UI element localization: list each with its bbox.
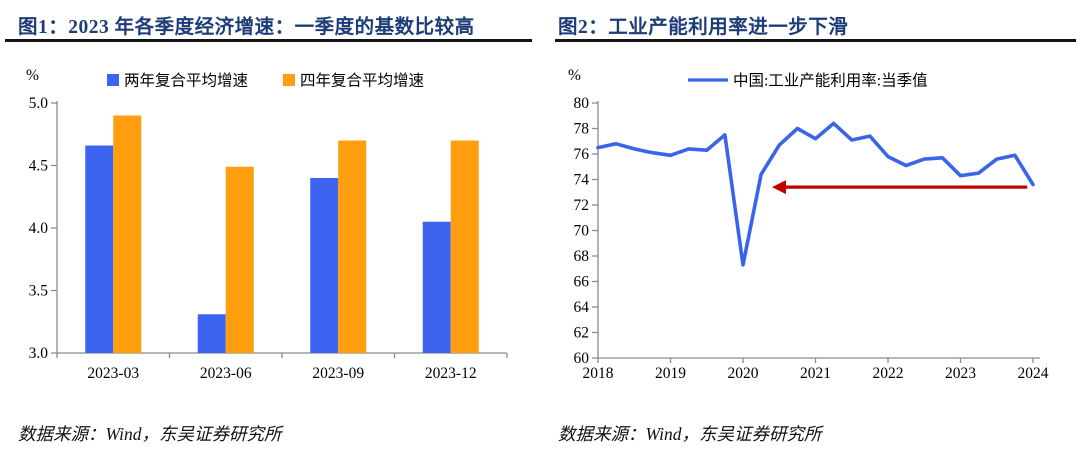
- y-tick-label: 64: [574, 299, 590, 316]
- legend-swatch: [283, 74, 295, 86]
- x-tick-label: 2021: [800, 365, 831, 382]
- legend-label: 两年复合平均增速: [124, 72, 248, 90]
- y-tick-label: 68: [574, 248, 590, 265]
- y-tick-label: 4.5: [29, 158, 49, 175]
- bar-两年复合平均增速-2023-03: [85, 145, 114, 353]
- legend-swatch: [107, 74, 119, 86]
- x-tick-label: 2023-03: [87, 365, 139, 382]
- legend-item: 四年复合平均增速: [283, 72, 424, 90]
- bar-四年复合平均增速-2023-12: [450, 140, 479, 353]
- x-tick-label: 2020: [728, 365, 759, 382]
- y-tick-label: 78: [574, 121, 590, 138]
- x-tick-label: 2022: [873, 365, 904, 382]
- x-tick-label: 2018: [583, 365, 614, 382]
- x-tick-label: 2023-06: [200, 365, 252, 382]
- x-tick-label: 2023: [945, 365, 976, 382]
- bar-chart: % 两年复合平均增速 四年复合平均增速 3.0 3.5 4.0 4.5 5.0 2023-03 2…: [26, 67, 508, 382]
- y-tick-label: 72: [574, 197, 590, 214]
- y-axis-unit-label: %: [26, 67, 39, 84]
- bar-两年复合平均增速-2023-06: [197, 314, 226, 353]
- y-tick-label: 62: [574, 325, 590, 342]
- figure2-source: 数据来源：Wind，东吴证券研究所: [558, 424, 822, 444]
- capacity-utilization-line: [596, 121, 1035, 267]
- y-tick-label: 80: [574, 95, 590, 112]
- y-tick-label: 60: [574, 350, 590, 367]
- annotation-arrow-head: [772, 180, 786, 195]
- x-tick-label: 2024: [1018, 365, 1049, 382]
- y-tick-label: 74: [574, 172, 590, 189]
- line-chart: % 中国:工业产能利用率:当季值 60 62 64 66 68 70 72 74 76 78 80 201…: [568, 67, 1049, 382]
- bar-四年复合平均增速-2023-03: [113, 115, 142, 353]
- bar-四年复合平均增速-2023-06: [225, 166, 254, 353]
- x-tick-label: 2023-09: [312, 365, 364, 382]
- y-tick-label: 70: [574, 223, 590, 240]
- y-tick-label: 76: [574, 146, 590, 163]
- figure2-title: 图2：工业产能利用率进一步下滑: [558, 17, 849, 38]
- legend-label: 中国:工业产能利用率:当季值: [733, 72, 928, 90]
- y-tick-label: 5.0: [29, 95, 49, 112]
- y-tick-label: 3.5: [29, 283, 49, 300]
- figure1-title: 图1：2023 年各季度经济增速：一季度的基数比较高: [18, 17, 475, 38]
- figure2-panel: 图2：工业产能利用率进一步下滑 % 中国:工业产能利用率:当季值 60 62 64 66 6…: [540, 0, 1080, 464]
- bar-两年复合平均增速-2023-12: [422, 221, 451, 353]
- y-axis-unit-label: %: [568, 67, 581, 84]
- figure1-source: 数据来源：Wind，东吴证券研究所: [18, 424, 282, 444]
- x-tick-label: 2023-12: [425, 365, 477, 382]
- legend-label: 四年复合平均增速: [300, 72, 424, 90]
- figure1-panel: 图1：2023 年各季度经济增速：一季度的基数比较高 % 两年复合平均增速 四年复合…: [5, 17, 532, 444]
- legend-item: 两年复合平均增速: [107, 72, 248, 90]
- y-tick-label: 4.0: [29, 220, 49, 237]
- y-tick-label: 66: [574, 274, 590, 291]
- figure1-title-underline: [5, 39, 532, 42]
- bar-四年复合平均增速-2023-09: [338, 140, 367, 353]
- bar-两年复合平均增速-2023-09: [310, 178, 339, 353]
- y-tick-label: 3.0: [29, 345, 49, 362]
- x-tick-label: 2019: [655, 365, 686, 382]
- figure2-title-underline: [555, 39, 1076, 42]
